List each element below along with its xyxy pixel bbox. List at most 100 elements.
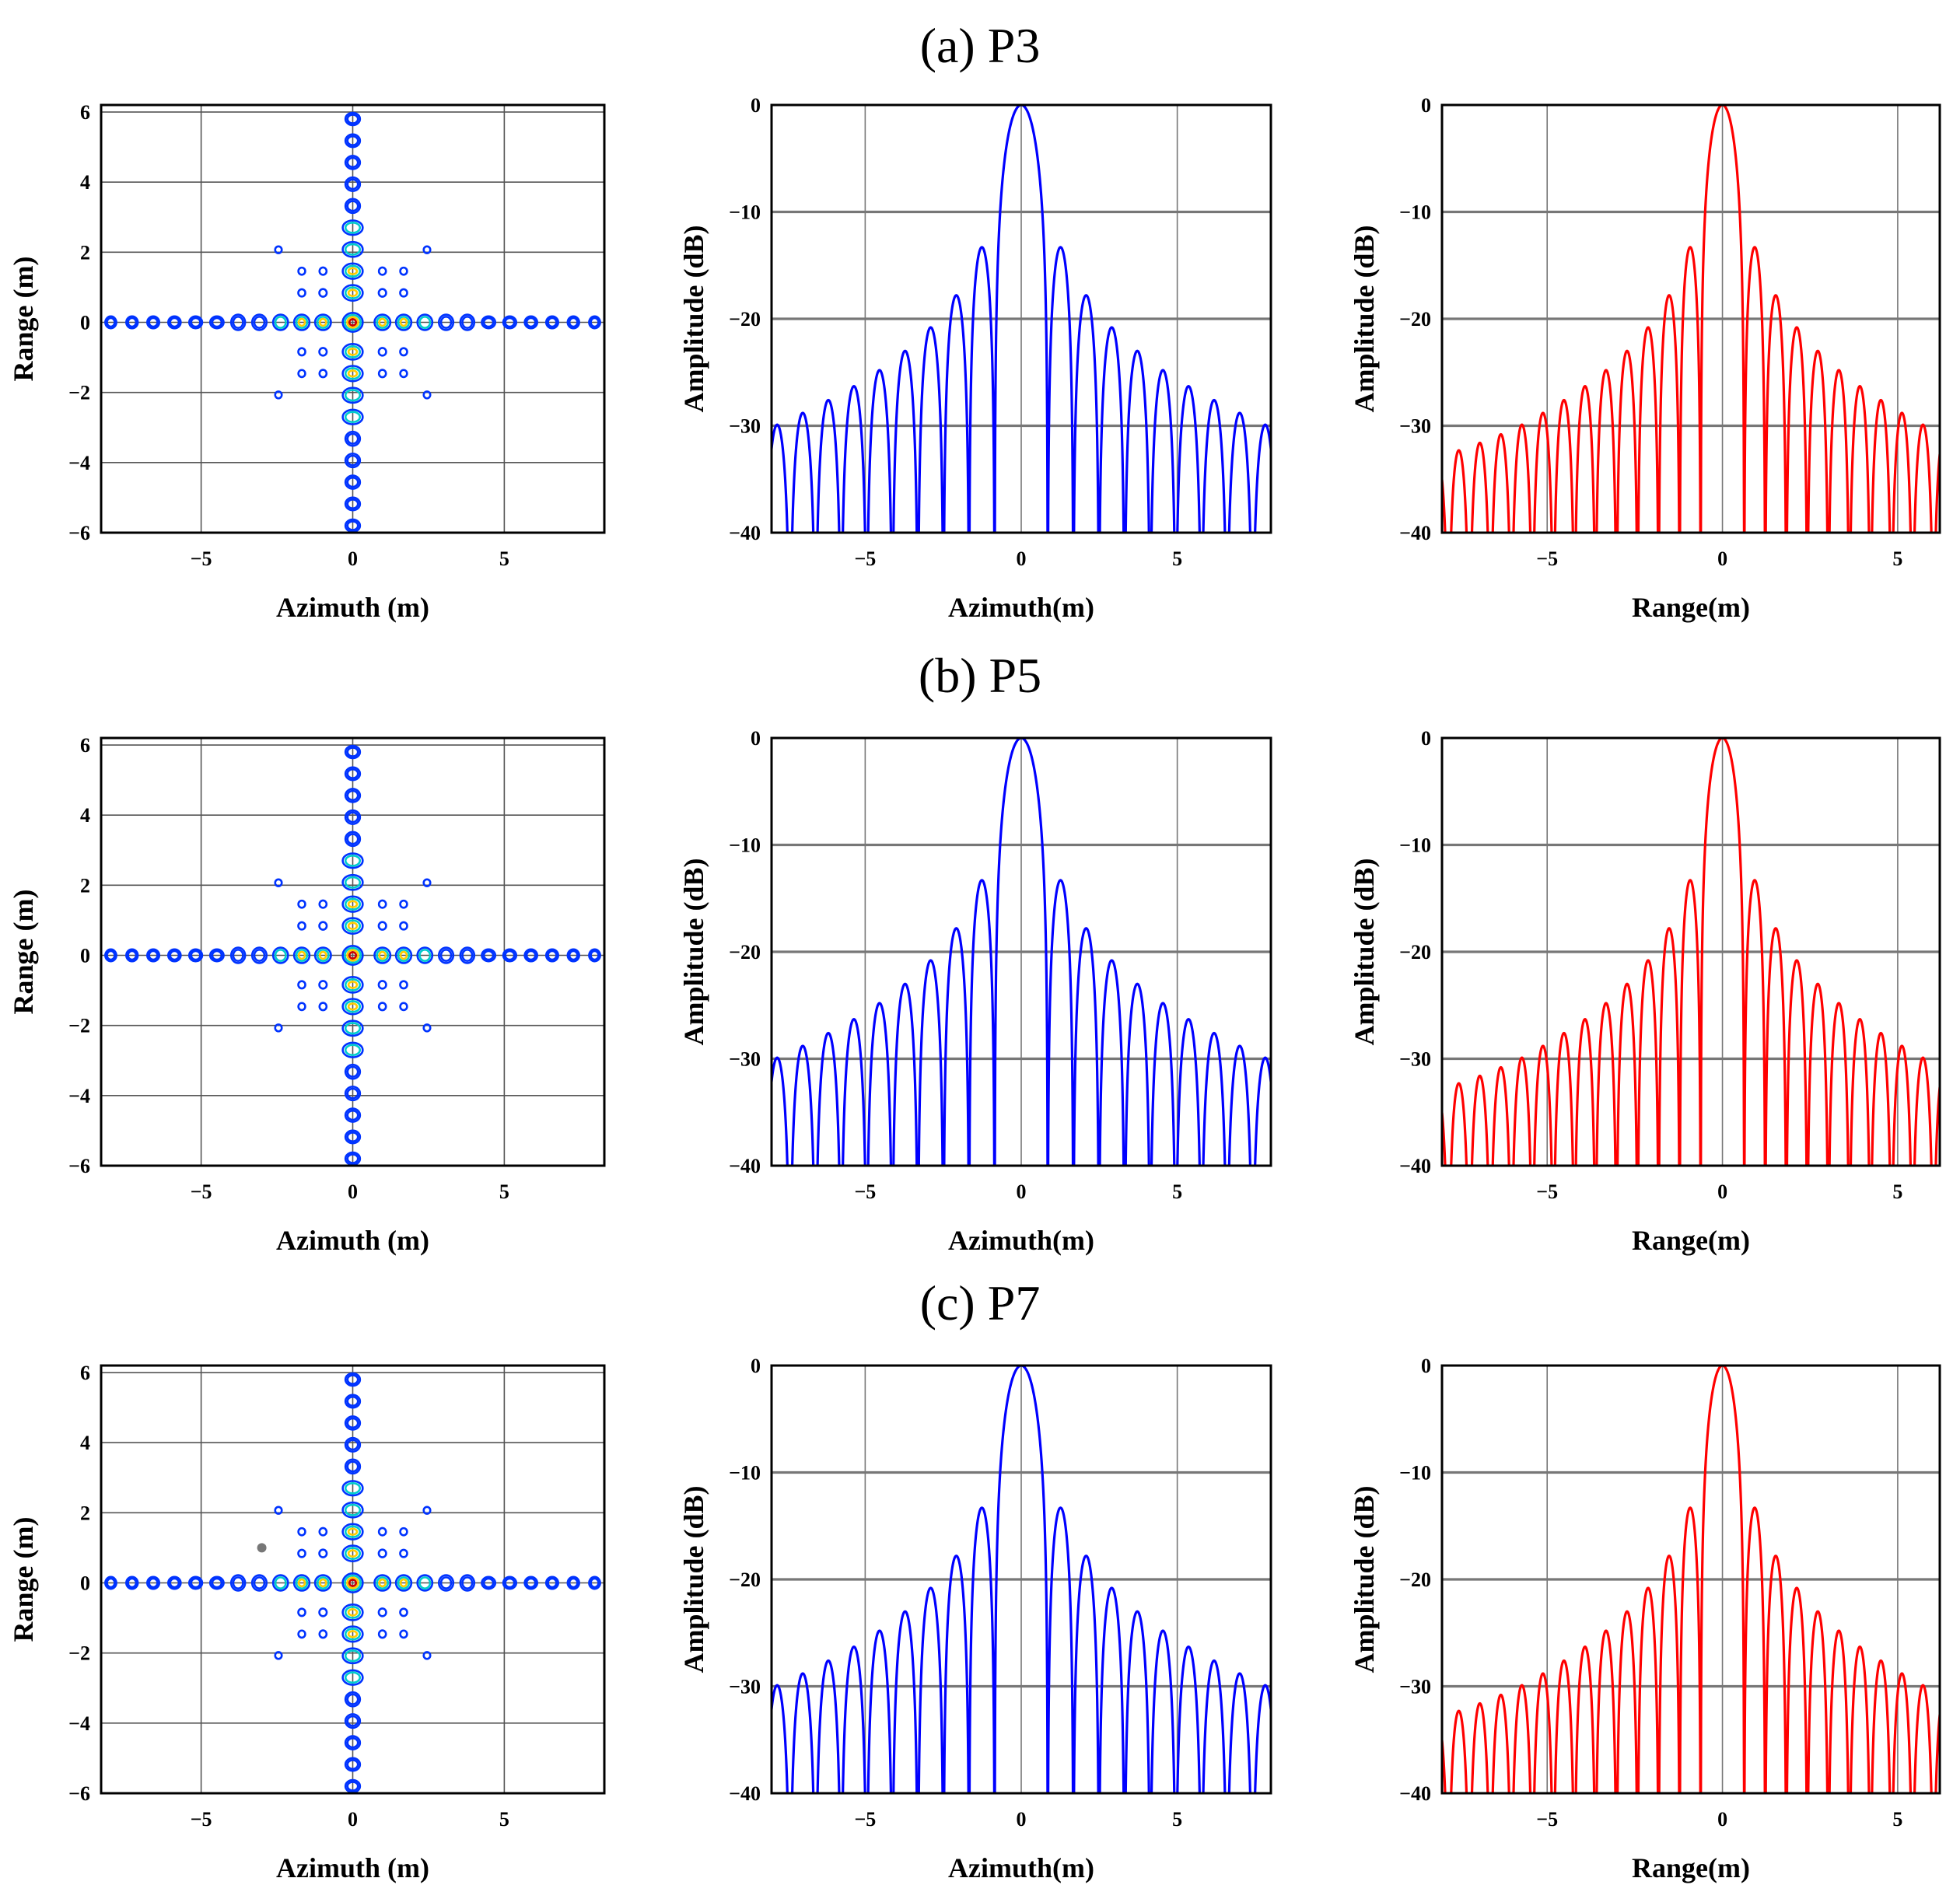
range-sidelobe-contour [344,111,362,127]
axes-frame [770,1364,1272,1795]
range-sidelobe-contour [344,744,362,760]
azimuth-sidelobe-contour [373,1574,392,1592]
azimuth-sidelobe-contour [399,950,408,960]
range-sidelobe-contour [344,1757,362,1772]
azimuth-sidelobe-contour [378,1578,387,1588]
y-tick-label: −20 [1399,308,1431,330]
azimuth-sidelobe-contour [169,1577,180,1589]
cross-sidelobe-contour [422,390,432,400]
range-sidelobe-contour [346,1715,359,1727]
range-sidelobe-contour [347,1549,359,1558]
azimuth-sidelobe-contour [211,949,223,961]
x-axis-label: Azimuth (m) [276,1225,429,1256]
azimuth-sidelobe-contour [187,315,204,330]
y-tick-label: −40 [1399,1782,1431,1805]
range-sidelobe-contour [344,1458,362,1475]
cross-sidelobe-contour [297,288,306,298]
x-tick-label: 5 [1892,547,1902,570]
y-axis-label: Range (m) [8,1517,39,1642]
range-sidelobe-contour [346,454,359,467]
range-sidelobe-contour [341,1041,364,1058]
azimuth-sidelobe-contour [229,946,247,964]
y-axis-label: Amplitude (dB) [678,858,709,1045]
range-sidelobe-contour [346,135,359,147]
azimuth-sidelobe-contour [461,1576,474,1589]
x-tick-label: −5 [1536,547,1558,570]
azimuth-sidelobe-contour [106,1577,116,1589]
x-axis-label: Azimuth (m) [276,1852,429,1883]
cross-sidelobe-contour [399,921,408,931]
range-sidelobe-contour [341,998,364,1016]
series-line-range [1442,1366,1940,1793]
y-tick-label: −2 [68,1015,90,1037]
range-sidelobe-contour [346,520,359,531]
y-tick-label: 4 [80,1432,90,1454]
cross-sidelobe-contour [422,1506,432,1515]
series-line-range [1442,105,1940,533]
axes-frame [770,736,1272,1167]
range-sidelobe-contour [346,432,359,445]
azimuth-sidelobe-contour [318,950,327,960]
azimuth-sidelobe-contour [211,316,223,328]
azimuth-sidelobe-contour [418,1576,432,1589]
range-sidelobe-contour [348,72,358,79]
azimuth-sidelobe-contour [104,315,117,330]
azimuth-sidelobe-contour [250,313,268,331]
mainlobe-contour [341,945,364,966]
azimuth-sidelobe-contour [127,1577,138,1589]
azimuth-sidelobe-contour [461,316,474,329]
mainlobe-contour [346,316,359,329]
profile-curve-group [772,1366,1271,1793]
range-sidelobe-contour [344,1713,362,1729]
cross-sidelobe-contour [318,1527,328,1537]
y-tick-label: 2 [80,241,90,264]
y-tick-label: −10 [1399,834,1431,857]
y-tick-label: −2 [68,1642,90,1665]
range-sidelobe-contour [346,833,359,845]
mainlobe-contour [344,1574,362,1592]
azimuth-sidelobe-contour [568,1577,579,1589]
azimuth-sidelobe-contour [127,316,138,328]
y-tick-label: 0 [80,1572,90,1595]
range-sidelobe-contour [345,70,360,82]
y-tick-label: −6 [68,1782,90,1805]
range-sidelobe-contour [344,978,362,991]
range-sidelobe-contour [347,1527,359,1536]
azimuth-sidelobe-contour [502,948,518,963]
range-sidelobe-contour [341,1544,364,1563]
range-sidelobe-contour [344,1671,362,1684]
azimuth-sidelobe-contour [437,946,455,964]
range-sidelobe-contour [344,453,362,469]
range-sidelobe-contour [346,114,359,124]
row-title-c: (c) P7 [920,1275,1041,1331]
series-line-azimuth [772,1366,1271,1793]
azimuth-sidelobe-contour [437,1574,455,1592]
azimuth-sidelobe-contour [399,1578,408,1588]
cross-sidelobe-contour [274,390,283,400]
y-tick-label: 2 [80,1502,90,1524]
azimuth-sidelobe-contour [250,946,268,964]
y-tick-label: −20 [729,308,761,330]
chart-range_profile: −5 0 5 −40 −30 −20 −10 0 Range(m) Amplitude (dB) [1349,1355,1941,1883]
azimuth-sidelobe-contour [313,1574,332,1592]
cross-sidelobe-contour [377,266,387,276]
azimuth-sidelobe-contour [274,1576,287,1589]
y-tick-label: 0 [80,945,90,967]
profile-curve-group [1442,738,1940,1166]
azimuth-sidelobe-contour [418,316,432,329]
cross-sidelobe-contour [422,245,432,254]
range-sidelobe-contour [348,705,358,712]
azimuth-sidelobe-contour [566,948,580,963]
range-sidelobe-contour [346,1131,359,1143]
range-sidelobe-contour [344,155,362,170]
y-tick-label: −20 [1399,941,1431,963]
cross-sidelobe-contour [422,1651,432,1660]
range-sidelobe-contour [346,498,359,510]
range-sidelobe-contour [341,240,364,258]
range-sidelobe-contour [344,345,362,358]
mainlobe-contour [344,313,362,331]
y-tick-label: 6 [80,734,90,757]
series-line-azimuth [772,105,1271,533]
x-tick-label: 5 [499,1808,509,1831]
x-tick-label: −5 [1536,1808,1558,1831]
